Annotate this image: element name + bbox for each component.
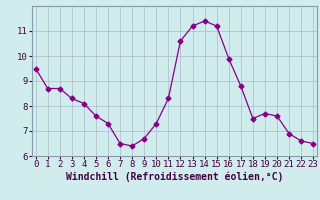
X-axis label: Windchill (Refroidissement éolien,°C): Windchill (Refroidissement éolien,°C) [66, 172, 283, 182]
